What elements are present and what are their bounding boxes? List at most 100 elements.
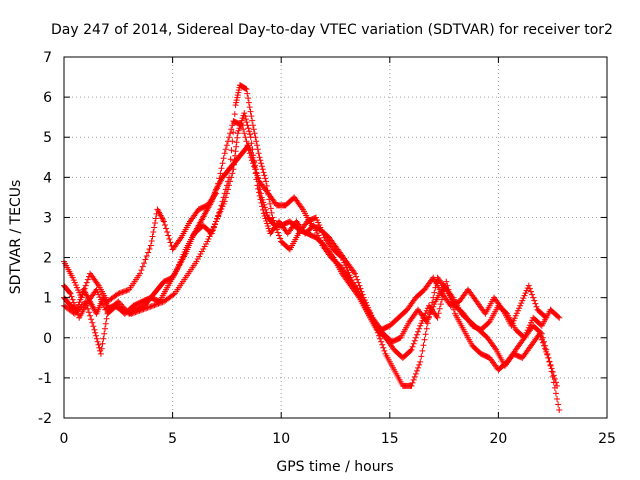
- data-point: [154, 301, 161, 308]
- data-point: [233, 99, 240, 106]
- data-point: [101, 325, 108, 332]
- data-point: [262, 215, 269, 222]
- data-point: [249, 146, 256, 153]
- data-point: [230, 120, 237, 127]
- data-point: [246, 104, 253, 111]
- data-point: [147, 303, 154, 310]
- data-point: [148, 238, 155, 245]
- data-point: [255, 150, 262, 157]
- data-point: [96, 294, 103, 301]
- y-tick-label: 0: [43, 331, 52, 347]
- data-point: [241, 110, 248, 117]
- data-point: [215, 180, 222, 187]
- data-point: [226, 134, 233, 141]
- data-point: [236, 125, 243, 132]
- data-point: [277, 235, 284, 242]
- data-point: [246, 128, 253, 135]
- data-point: [256, 154, 263, 161]
- data-point: [248, 140, 255, 147]
- data-point: [147, 242, 154, 249]
- data-point: [161, 221, 168, 228]
- data-point: [211, 220, 218, 227]
- data-point: [224, 186, 231, 193]
- data-point: [178, 256, 185, 263]
- data-point: [179, 254, 186, 261]
- data-point: [522, 332, 529, 339]
- y-tick-label: 3: [43, 210, 52, 226]
- data-point: [422, 310, 429, 317]
- data-point: [423, 325, 430, 332]
- data-point: [84, 276, 91, 283]
- data-point: [485, 319, 492, 326]
- data-point: [314, 229, 321, 236]
- data-point: [234, 134, 241, 141]
- data-point: [526, 322, 533, 329]
- data-point: [240, 126, 247, 133]
- data-point: [115, 290, 122, 297]
- data-point: [229, 170, 236, 177]
- data-point: [407, 347, 414, 354]
- data-point: [131, 309, 138, 316]
- data-point: [232, 152, 239, 159]
- data-point: [412, 334, 419, 341]
- data-point: [68, 293, 75, 300]
- data-point: [119, 289, 126, 296]
- data-point: [201, 243, 208, 250]
- data-point: [234, 92, 241, 99]
- data-point: [250, 152, 257, 159]
- x-tick-label: 0: [60, 431, 69, 447]
- data-point: [95, 341, 102, 348]
- data-point: [425, 313, 432, 320]
- data-point: [160, 218, 167, 225]
- data-point: [81, 285, 88, 292]
- data-point: [423, 318, 430, 325]
- y-tick-label: -2: [38, 411, 52, 427]
- data-point: [221, 150, 228, 157]
- data-point: [180, 251, 187, 258]
- data-point: [181, 249, 188, 256]
- data-point: [213, 218, 220, 225]
- data-point: [418, 320, 425, 327]
- data-point: [523, 287, 530, 294]
- data-point: [229, 138, 236, 145]
- data-point: [438, 296, 445, 303]
- data-point: [250, 126, 257, 133]
- data-point: [150, 228, 157, 235]
- data-point: [216, 175, 223, 182]
- data-point: [320, 231, 327, 238]
- data-point: [411, 337, 418, 344]
- data-point: [418, 353, 425, 360]
- data-point: [87, 312, 94, 319]
- data-point: [533, 303, 540, 310]
- data-point: [71, 279, 78, 286]
- data-point: [143, 253, 150, 260]
- data-point: [228, 147, 235, 154]
- data-point: [536, 330, 543, 337]
- data-point: [156, 300, 163, 307]
- data-point: [354, 276, 361, 283]
- data-point: [74, 284, 81, 291]
- data-point: [420, 342, 427, 349]
- data-point: [551, 375, 558, 382]
- data-point: [512, 312, 519, 319]
- data-point: [409, 379, 416, 386]
- data-point: [247, 134, 254, 141]
- x-tick-label: 15: [381, 431, 399, 447]
- data-point: [139, 263, 146, 270]
- data-point: [70, 277, 77, 284]
- data-point: [437, 301, 444, 308]
- data-point: [339, 254, 346, 261]
- data-point: [312, 214, 319, 221]
- data-point: [538, 336, 545, 343]
- data-point: [166, 236, 173, 243]
- data-point: [97, 296, 104, 303]
- data-point: [357, 285, 364, 292]
- data-point: [517, 302, 524, 309]
- x-tick-label: 25: [598, 431, 616, 447]
- data-point: [513, 310, 520, 317]
- data-point: [122, 288, 129, 295]
- data-point: [217, 208, 224, 215]
- y-tick-label: -1: [38, 371, 52, 387]
- data-point: [524, 327, 531, 334]
- data-point: [103, 315, 110, 322]
